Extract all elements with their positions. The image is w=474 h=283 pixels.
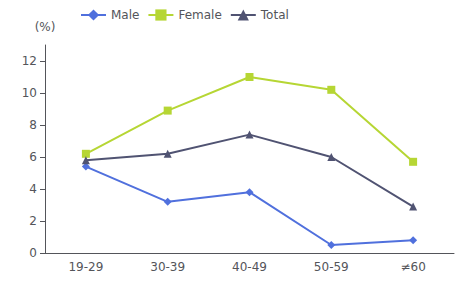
svg-text:19-29: 19-29 <box>68 260 103 274</box>
svg-text:Total: Total <box>260 8 289 22</box>
svg-text:Female: Female <box>178 8 221 22</box>
svg-text:50-59: 50-59 <box>314 260 349 274</box>
svg-text:40-49: 40-49 <box>232 260 267 274</box>
svg-text:6: 6 <box>29 150 37 164</box>
svg-text:(%): (%) <box>35 20 56 34</box>
svg-text:4: 4 <box>29 182 37 196</box>
svg-text:2: 2 <box>29 214 37 228</box>
svg-text:30-39: 30-39 <box>150 260 185 274</box>
svg-text:≠60: ≠60 <box>400 260 425 274</box>
svg-text:10: 10 <box>22 86 37 100</box>
svg-text:8: 8 <box>29 118 37 132</box>
svg-text:Male: Male <box>111 8 139 22</box>
svg-text:12: 12 <box>22 54 37 68</box>
svg-text:0: 0 <box>29 246 37 260</box>
